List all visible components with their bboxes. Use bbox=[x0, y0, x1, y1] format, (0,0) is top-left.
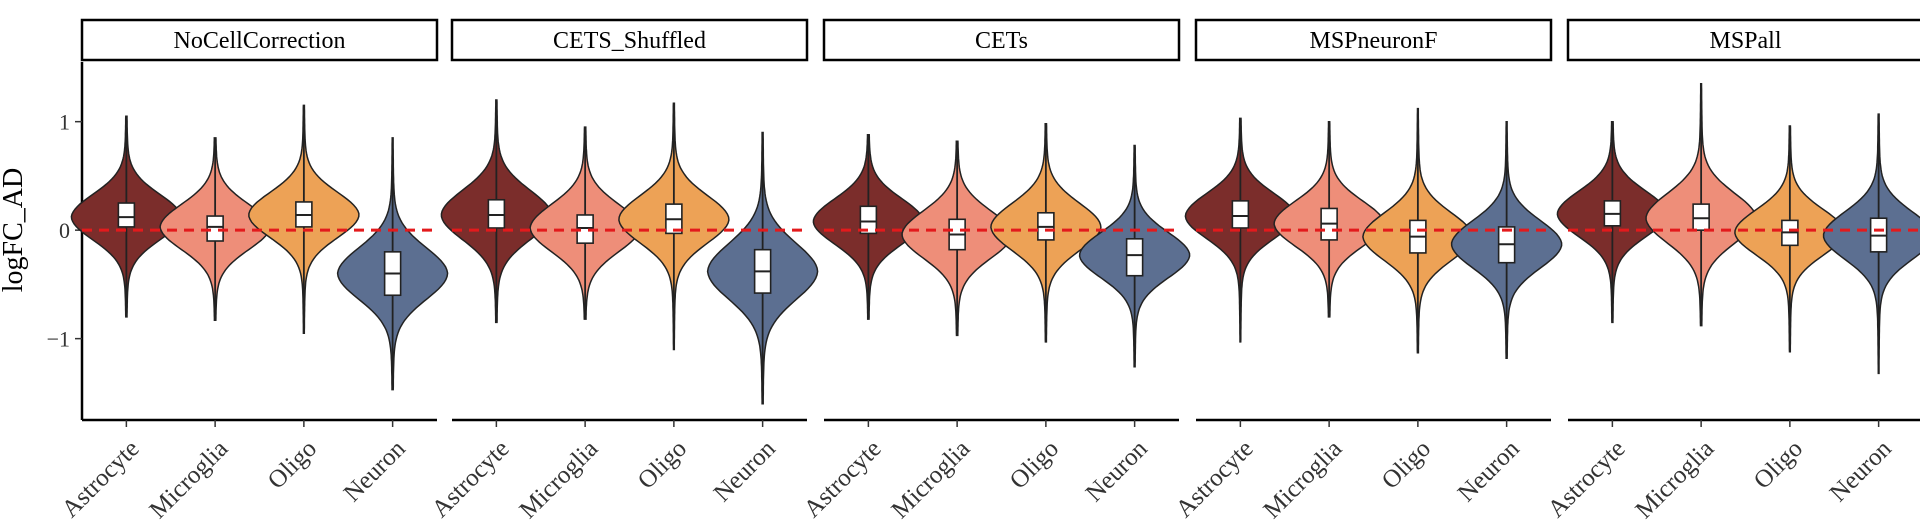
facet-strip-title: CETs bbox=[975, 28, 1028, 54]
x-tick-label: Astrocyte bbox=[799, 435, 887, 523]
x-tick-label: Oligo bbox=[1749, 435, 1808, 494]
violin-box bbox=[1231, 200, 1250, 229]
violin-group bbox=[1556, 82, 1920, 375]
violin-group bbox=[70, 104, 449, 391]
facet-panel: CETS_Shuffled Astrocyte Microglia Oligo Neur… bbox=[427, 18, 819, 524]
x-tick-label: Oligo bbox=[263, 435, 322, 494]
violin-box bbox=[206, 215, 224, 242]
y-tick-label: −1 bbox=[47, 327, 70, 352]
x-tick-label: Neuron bbox=[1081, 435, 1153, 507]
x-tick-label: Microglia bbox=[515, 435, 604, 524]
x-tick-label: Oligo bbox=[633, 435, 692, 494]
violin-box bbox=[117, 202, 136, 228]
y-axis: logFC_AD −1 0 1 bbox=[0, 62, 84, 420]
facet-strip bbox=[80, 18, 439, 62]
x-tick-label: Astrocyte bbox=[1543, 435, 1631, 523]
violin-group bbox=[812, 123, 1191, 368]
facet-strip bbox=[822, 18, 1181, 62]
facet-strip-title: MSPall bbox=[1709, 28, 1781, 54]
x-tick-label: Oligo bbox=[1377, 435, 1436, 494]
x-tick-label: Microglia bbox=[1631, 435, 1720, 524]
x-tick-label: Astrocyte bbox=[57, 435, 145, 523]
violin-box bbox=[859, 205, 878, 235]
violin-box bbox=[487, 198, 506, 229]
facet-panel: MSPall Astrocyte Microglia Oligo Neuron bbox=[1543, 18, 1920, 524]
x-tick-label: Neuron bbox=[1825, 435, 1897, 507]
violin-box bbox=[1692, 203, 1710, 231]
violin-group bbox=[1184, 107, 1563, 359]
x-tick-label: Neuron bbox=[709, 435, 781, 507]
x-tick-label: Microglia bbox=[145, 435, 234, 524]
violin-group bbox=[440, 99, 819, 405]
x-tick-label: Neuron bbox=[1453, 435, 1525, 507]
facet-panel: CETs Astrocyte Microglia Oligo Neuron bbox=[799, 18, 1191, 524]
x-tick-label: Microglia bbox=[1259, 435, 1348, 524]
facet-strip-title: CETS_Shuffled bbox=[553, 28, 706, 54]
facet-strip-title: MSPneuronF bbox=[1309, 28, 1437, 54]
facet-panel: NoCellCorrection Astrocyte Microglia Oligo N… bbox=[57, 18, 449, 524]
x-tick-label: Oligo bbox=[1005, 435, 1064, 494]
facet-strip bbox=[1194, 18, 1553, 62]
violin-box bbox=[1125, 238, 1144, 277]
y-tick-label: 1 bbox=[59, 110, 70, 135]
x-tick-label: Astrocyte bbox=[1171, 435, 1259, 523]
y-axis-label: logFC_AD bbox=[0, 168, 29, 292]
x-tick-label: Microglia bbox=[887, 435, 976, 524]
x-tick-label: Astrocyte bbox=[427, 435, 515, 523]
x-tick-label: Neuron bbox=[339, 435, 411, 507]
facet-panel: MSPneuronF Astrocyte Microglia Oligo Neuron bbox=[1171, 18, 1563, 524]
y-tick-label: 0 bbox=[59, 218, 70, 243]
facet-strip bbox=[450, 18, 809, 62]
facet-strip bbox=[1566, 18, 1920, 62]
facet-strip-title: NoCellCorrection bbox=[174, 28, 346, 54]
